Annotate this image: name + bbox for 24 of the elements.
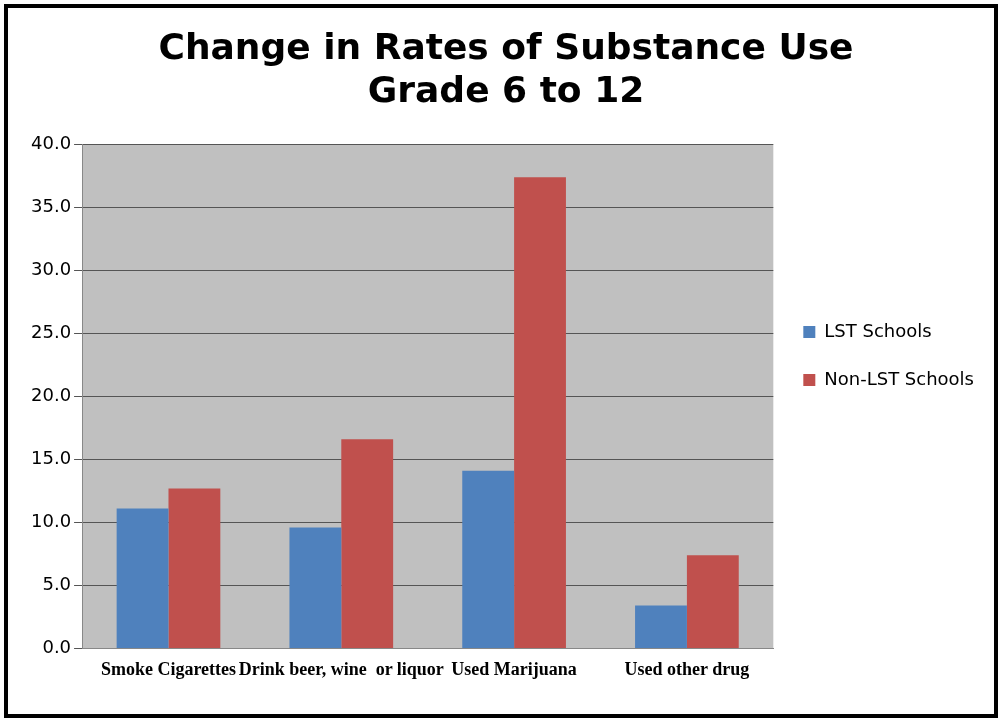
x-tick-label: Drink beer, wine or liquor: [238, 658, 444, 679]
x-tick-label: Used Marijuana: [451, 658, 577, 679]
y-tick-label: 20.0: [31, 384, 72, 406]
y-tick-label: 5.0: [42, 573, 72, 595]
x-tick-label: Used other drug: [624, 658, 750, 679]
bar: [289, 527, 342, 648]
y-tick-label: 25.0: [31, 321, 72, 343]
bar: [514, 177, 566, 648]
bar: [686, 555, 739, 648]
bar: [116, 508, 169, 648]
y-tick-label: 40.0: [31, 132, 72, 154]
y-tick-label: 10.0: [31, 510, 72, 532]
bar: [341, 439, 394, 648]
y-tick-label: 35.0: [31, 195, 72, 217]
legend-label: LST Schools: [824, 319, 932, 341]
chart-title: Change in Rates of Substance Use Grade 6 to 12: [158, 25, 854, 111]
x-tick-label: Smoke Cigarettes: [100, 658, 237, 679]
bar: [635, 605, 687, 648]
bar: [462, 470, 515, 648]
y-tick-label: 30.0: [31, 258, 72, 280]
legend-label: Non-LST Schools: [824, 367, 974, 389]
bar: [168, 488, 221, 648]
y-tick-label: 15.0: [31, 447, 72, 469]
y-tick-label: 0.0: [42, 636, 72, 658]
